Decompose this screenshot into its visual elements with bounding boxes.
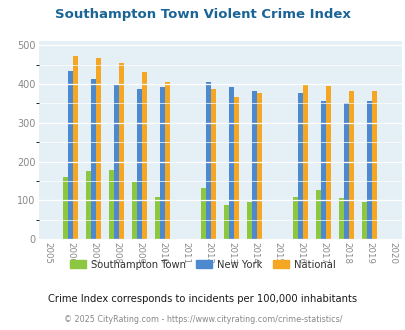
Bar [200, 188, 206, 239]
Bar [315, 190, 320, 239]
Bar [73, 56, 78, 239]
Legend: Southampton Town, New York, National: Southampton Town, New York, National [66, 256, 339, 274]
Text: Crime Index corresponds to incidents per 100,000 inhabitants: Crime Index corresponds to incidents per… [48, 294, 357, 304]
Bar [229, 87, 234, 239]
Bar [91, 79, 96, 239]
Bar [252, 90, 257, 239]
Bar [155, 197, 160, 239]
Bar [234, 97, 239, 239]
Bar [160, 87, 165, 239]
Bar [257, 93, 262, 239]
Bar [338, 198, 343, 239]
Bar [68, 71, 73, 239]
Bar [137, 89, 142, 239]
Text: © 2025 CityRating.com - https://www.cityrating.com/crime-statistics/: © 2025 CityRating.com - https://www.city… [64, 315, 341, 324]
Bar [303, 85, 307, 239]
Bar [63, 177, 68, 239]
Bar [206, 82, 211, 239]
Bar [224, 205, 229, 239]
Bar [343, 103, 348, 239]
Bar [109, 170, 114, 239]
Bar [142, 72, 147, 239]
Text: Southampton Town Violent Crime Index: Southampton Town Violent Crime Index [55, 8, 350, 21]
Bar [114, 84, 119, 239]
Bar [348, 91, 354, 239]
Bar [247, 202, 252, 239]
Bar [132, 182, 137, 239]
Bar [211, 89, 216, 239]
Bar [326, 86, 330, 239]
Bar [298, 93, 303, 239]
Bar [292, 197, 298, 239]
Bar [366, 101, 371, 239]
Bar [86, 171, 91, 239]
Bar [96, 58, 101, 239]
Bar [371, 91, 376, 239]
Bar [119, 63, 124, 239]
Bar [361, 202, 366, 239]
Bar [165, 82, 170, 239]
Bar [320, 101, 326, 239]
